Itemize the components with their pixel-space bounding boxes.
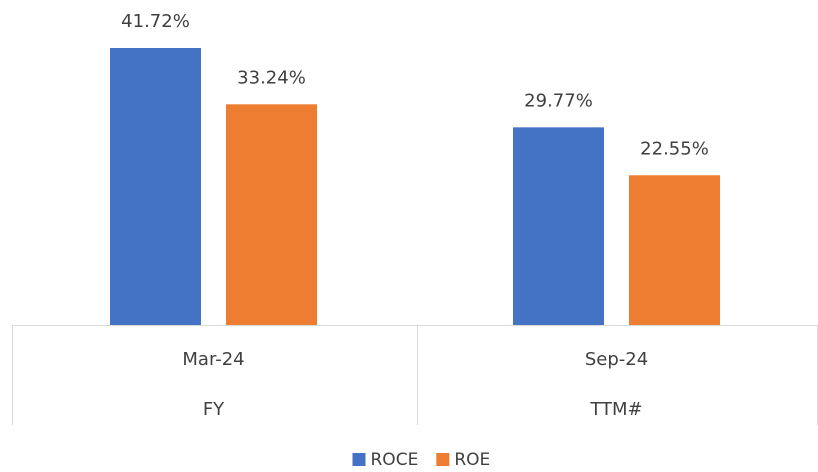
legend-swatch	[352, 453, 366, 466]
x-tick-label: Mar-24	[182, 349, 244, 370]
data-label: 29.77%	[524, 90, 593, 111]
legend-swatch	[436, 453, 450, 466]
data-label: 22.55%	[640, 138, 709, 159]
x-tick-label: Sep-24	[585, 349, 648, 370]
legend-text: ROE	[454, 450, 490, 470]
data-label: 41.72%	[121, 11, 190, 32]
bar	[629, 175, 720, 325]
legend-text: ROCE	[371, 450, 419, 470]
bar	[226, 104, 317, 325]
bar	[513, 127, 604, 325]
x-group-label: TTM#	[589, 399, 642, 420]
bar	[110, 48, 201, 325]
data-label: 33.24%	[237, 67, 306, 88]
x-group-label: FY	[203, 399, 225, 420]
